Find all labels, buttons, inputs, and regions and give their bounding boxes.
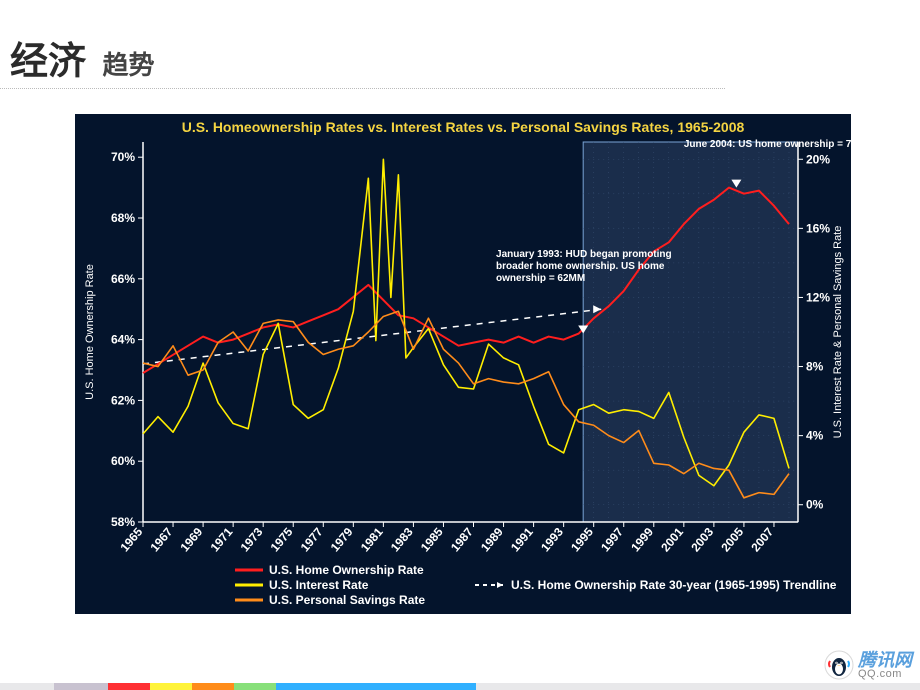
- svg-text:16%: 16%: [806, 221, 830, 235]
- chart: U.S. Homeownership Rates vs. Interest Ra…: [75, 114, 851, 619]
- svg-text:broader home ownership. US hom: broader home ownership. US home: [496, 261, 665, 272]
- brand-cn: 腾讯网: [858, 651, 912, 669]
- svg-text:U.S. Interest Rate: U.S. Interest Rate: [269, 578, 369, 592]
- svg-text:62%: 62%: [111, 393, 135, 407]
- svg-text:ownership = 62MM: ownership = 62MM: [496, 273, 585, 284]
- heading-small: 趋势: [102, 50, 154, 80]
- svg-text:U.S. Home Ownership Rate 30-ye: U.S. Home Ownership Rate 30-year (1965-1…: [511, 578, 837, 592]
- svg-text:64%: 64%: [111, 333, 135, 347]
- svg-text:January 1993: HUD began promot: January 1993: HUD began promoting: [496, 249, 672, 260]
- svg-text:70%: 70%: [111, 150, 135, 164]
- svg-text:U.S. Home Ownership Rate: U.S. Home Ownership Rate: [84, 264, 96, 400]
- heading: 经济 趋势: [10, 30, 154, 85]
- svg-text:8%: 8%: [806, 360, 824, 374]
- svg-text:60%: 60%: [111, 454, 135, 468]
- svg-text:June 2004: US home ownership =: June 2004: US home ownership = 73MM: [684, 139, 851, 150]
- svg-text:U.S. Interest Rate & Personal: U.S. Interest Rate & Personal Savings Ra…: [832, 226, 844, 439]
- svg-text:4%: 4%: [806, 429, 824, 443]
- svg-text:12%: 12%: [806, 290, 830, 304]
- heading-rule: [0, 88, 725, 89]
- brand-text: 腾讯网 QQ.com: [858, 651, 912, 680]
- svg-text:68%: 68%: [111, 211, 135, 225]
- footer-stripe: [0, 678, 920, 686]
- heading-big: 经济: [10, 41, 86, 83]
- slide: 经济 趋势 U.S. Homeownership Rates vs. Inter…: [0, 0, 920, 690]
- svg-text:U.S. Personal Savings Rate: U.S. Personal Savings Rate: [269, 593, 425, 607]
- svg-text:66%: 66%: [111, 272, 135, 286]
- svg-text:U.S. Home Ownership Rate: U.S. Home Ownership Rate: [269, 563, 424, 577]
- chart-svg: U.S. Homeownership Rates vs. Interest Ra…: [75, 114, 851, 614]
- svg-text:0%: 0%: [806, 498, 824, 512]
- brand-en: QQ.com: [858, 669, 912, 680]
- svg-text:U.S. Homeownership Rates vs. I: U.S. Homeownership Rates vs. Interest Ra…: [182, 119, 745, 135]
- svg-text:20%: 20%: [806, 152, 830, 166]
- brand-logo: 腾讯网 QQ.com: [824, 650, 912, 680]
- penguin-icon: [824, 650, 854, 680]
